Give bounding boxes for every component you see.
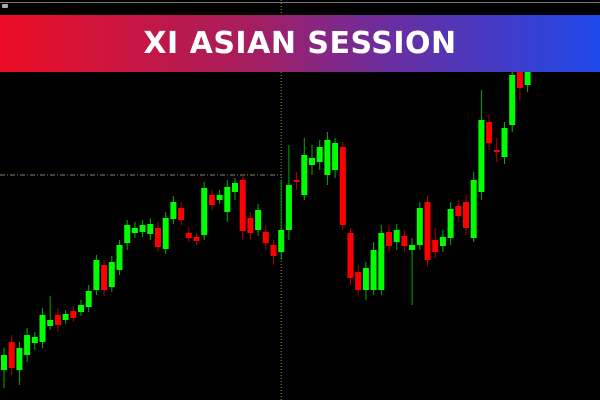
bearish-candle: [347, 233, 354, 278]
bearish-candle: [247, 218, 254, 233]
bullish-candle: [232, 183, 238, 192]
bearish-candle: [178, 208, 185, 220]
bullish-candle: [31, 337, 38, 343]
title-banner: XI ASIAN SESSION: [0, 15, 600, 72]
bearish-candle: [54, 315, 61, 325]
bullish-candle: [139, 225, 146, 232]
bullish-candle: [85, 291, 92, 307]
bullish-candle: [524, 70, 531, 85]
bullish-candle: [324, 140, 331, 175]
bearish-candle: [486, 122, 493, 143]
bearish-candle: [193, 237, 200, 241]
bullish-candle: [478, 120, 485, 192]
bullish-candle: [47, 320, 54, 326]
bearish-candle: [293, 180, 300, 182]
bearish-candle: [239, 180, 246, 231]
bearish-candle: [185, 233, 192, 238]
bearish-candle: [208, 195, 215, 205]
bullish-candle: [170, 202, 177, 219]
bullish-candle: [393, 230, 400, 242]
bullish-candle: [93, 260, 100, 290]
bearish-candle: [339, 147, 346, 225]
bullish-candle: [439, 237, 446, 246]
bearish-candle: [270, 245, 277, 256]
bearish-candle: [355, 272, 362, 290]
bearish-candle: [70, 311, 77, 318]
bullish-candle: [201, 188, 208, 235]
bullish-candle: [24, 335, 31, 355]
bullish-candle: [62, 314, 69, 320]
bullish-candle: [162, 218, 169, 249]
bullish-candle: [285, 185, 292, 230]
bullish-candle: [447, 209, 454, 238]
bullish-candle: [309, 158, 315, 165]
bearish-candle: [155, 228, 161, 247]
bullish-candle: [316, 147, 323, 162]
bullish-candle: [78, 305, 84, 312]
window-top-border: [0, 2, 600, 3]
bullish-candle: [131, 228, 138, 233]
bullish-candle: [39, 315, 46, 342]
bullish-candle: [370, 250, 377, 290]
bearish-candle: [516, 70, 523, 88]
chart-menu-icon[interactable]: [2, 4, 8, 8]
bearish-candle: [493, 150, 500, 152]
bearish-candle: [463, 202, 469, 228]
bearish-candle: [401, 236, 408, 246]
bullish-candle: [509, 75, 516, 125]
bullish-candle: [501, 128, 508, 157]
bullish-candle: [216, 195, 223, 200]
bullish-candle: [332, 143, 339, 170]
banner-title: XI ASIAN SESSION: [143, 26, 457, 61]
bullish-candle: [362, 268, 369, 290]
bullish-candle: [124, 225, 131, 243]
bullish-candle: [409, 245, 416, 250]
bullish-candle: [108, 262, 115, 287]
bullish-candle: [147, 224, 154, 234]
bullish-candle: [470, 180, 477, 238]
bearish-candle: [386, 232, 392, 246]
bullish-candle: [224, 187, 231, 212]
bullish-candle: [1, 355, 7, 370]
bearish-candle: [455, 206, 462, 216]
bearish-candle: [8, 342, 15, 368]
bearish-candle: [262, 232, 269, 243]
bullish-candle: [416, 208, 423, 245]
bullish-candle: [301, 155, 308, 195]
bearish-candle: [432, 240, 439, 252]
bullish-candle: [16, 348, 23, 370]
bullish-candle: [278, 230, 285, 252]
bearish-candle: [424, 202, 431, 260]
bullish-candle: [378, 233, 385, 290]
bullish-candle: [255, 210, 262, 230]
bullish-candle: [116, 245, 123, 270]
bearish-candle: [101, 265, 108, 290]
